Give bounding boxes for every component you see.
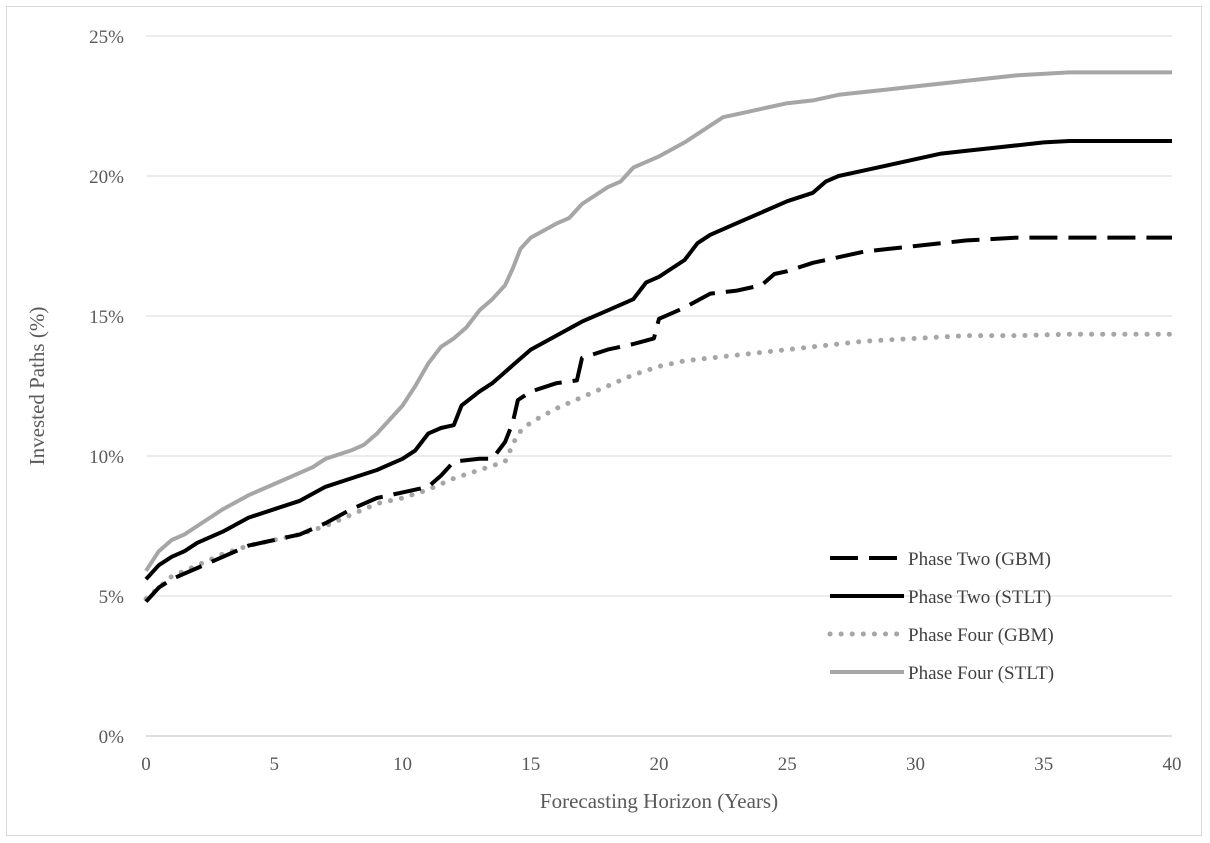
legend: Phase Two (GBM) Phase Two (STLT) Phase Fou…: [827, 549, 1054, 684]
y-tick-label: 0%: [99, 727, 125, 748]
y-tick-label: 5%: [99, 587, 125, 608]
x-tick-label: 10: [393, 754, 412, 775]
x-tick-label: 35: [1034, 754, 1053, 775]
series-line-1: [144, 139, 1172, 581]
y-tick-label: 10%: [89, 447, 124, 468]
y-tick-label: 20%: [89, 167, 124, 188]
x-axis-title: Forecasting Horizon (Years): [540, 789, 778, 813]
legend-label-0: Phase Two (GBM): [908, 549, 1051, 570]
y-tick-label: 25%: [89, 27, 124, 48]
x-tick-label: 0: [141, 754, 151, 775]
y-tick-label: 15%: [89, 307, 124, 328]
x-tick-label: 25: [778, 754, 797, 775]
x-tick-label: 20: [650, 754, 669, 775]
chart-frame: [6, 6, 1202, 836]
legend-label-1: Phase Two (STLT): [908, 587, 1051, 608]
series-lines: [143, 70, 1175, 603]
x-tick-label: 15: [521, 754, 540, 775]
legend-label-3: Phase Four (STLT): [908, 663, 1054, 684]
axes: 0% 5% 10% 15% 20% 25% 0 5 10 15 20 25 30 35 40: [89, 27, 1181, 775]
y-axis-title: Invested Paths (%): [25, 307, 49, 466]
x-tick-label: 30: [906, 754, 925, 775]
series-line-3: [144, 70, 1172, 572]
x-tick-label: 40: [1163, 754, 1182, 775]
series-line-0: [144, 235, 1172, 603]
legend-label-2: Phase Four (GBM): [908, 625, 1054, 646]
x-tick-label: 5: [270, 754, 280, 775]
